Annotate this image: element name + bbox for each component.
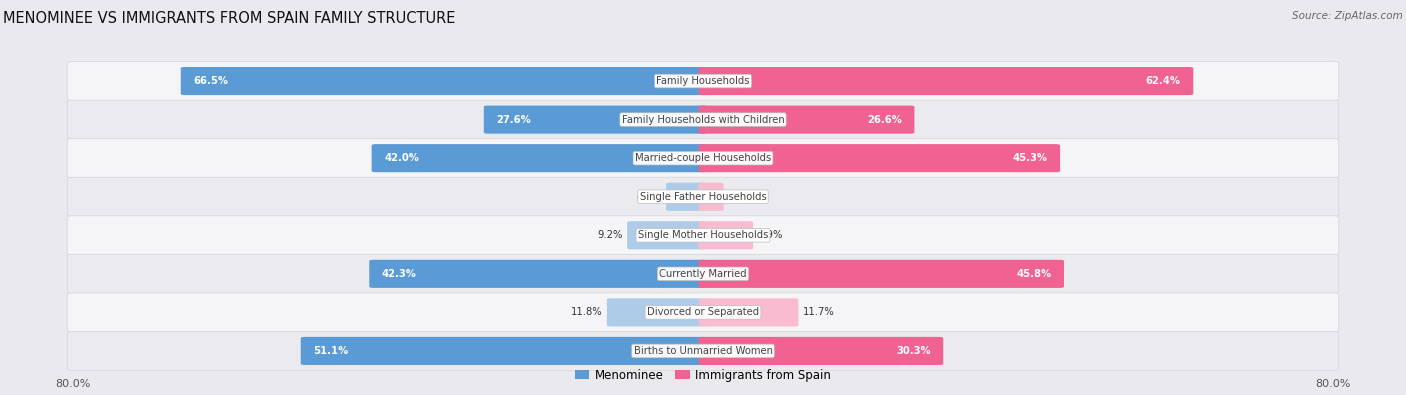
FancyBboxPatch shape	[370, 260, 707, 288]
Text: Family Households with Children: Family Households with Children	[621, 115, 785, 124]
FancyBboxPatch shape	[371, 144, 707, 172]
Text: 45.3%: 45.3%	[1012, 153, 1047, 163]
FancyBboxPatch shape	[67, 177, 1339, 216]
Text: 11.7%: 11.7%	[803, 307, 834, 318]
Text: Divorced or Separated: Divorced or Separated	[647, 307, 759, 318]
FancyBboxPatch shape	[301, 337, 707, 365]
Text: 45.8%: 45.8%	[1017, 269, 1052, 279]
FancyBboxPatch shape	[699, 298, 799, 326]
FancyBboxPatch shape	[699, 260, 1064, 288]
Text: 4.2%: 4.2%	[637, 192, 662, 202]
FancyBboxPatch shape	[699, 67, 1194, 95]
FancyBboxPatch shape	[699, 144, 1060, 172]
Text: Married-couple Households: Married-couple Households	[636, 153, 770, 163]
Text: 42.3%: 42.3%	[382, 269, 416, 279]
Text: 11.8%: 11.8%	[571, 307, 603, 318]
Text: 80.0%: 80.0%	[55, 380, 90, 389]
Text: Single Mother Households: Single Mother Households	[638, 230, 768, 240]
Text: Family Households: Family Households	[657, 76, 749, 86]
FancyBboxPatch shape	[181, 67, 707, 95]
FancyBboxPatch shape	[484, 105, 707, 134]
Text: MENOMINEE VS IMMIGRANTS FROM SPAIN FAMILY STRUCTURE: MENOMINEE VS IMMIGRANTS FROM SPAIN FAMIL…	[3, 11, 456, 26]
Text: 2.1%: 2.1%	[728, 192, 754, 202]
Legend: Menominee, Immigrants from Spain: Menominee, Immigrants from Spain	[569, 364, 837, 386]
Text: 9.2%: 9.2%	[598, 230, 623, 240]
FancyBboxPatch shape	[666, 182, 707, 211]
Text: Births to Unmarried Women: Births to Unmarried Women	[634, 346, 772, 356]
FancyBboxPatch shape	[67, 216, 1339, 255]
FancyBboxPatch shape	[607, 298, 707, 326]
FancyBboxPatch shape	[67, 62, 1339, 101]
FancyBboxPatch shape	[67, 331, 1339, 371]
Text: Source: ZipAtlas.com: Source: ZipAtlas.com	[1292, 11, 1403, 21]
FancyBboxPatch shape	[67, 100, 1339, 139]
Text: Currently Married: Currently Married	[659, 269, 747, 279]
FancyBboxPatch shape	[67, 139, 1339, 178]
FancyBboxPatch shape	[67, 293, 1339, 332]
FancyBboxPatch shape	[699, 337, 943, 365]
FancyBboxPatch shape	[699, 182, 724, 211]
FancyBboxPatch shape	[627, 221, 707, 249]
Text: 62.4%: 62.4%	[1146, 76, 1181, 86]
FancyBboxPatch shape	[67, 254, 1339, 293]
Text: 26.6%: 26.6%	[868, 115, 901, 124]
FancyBboxPatch shape	[699, 105, 914, 134]
Text: Single Father Households: Single Father Households	[640, 192, 766, 202]
Text: 27.6%: 27.6%	[496, 115, 531, 124]
Text: 42.0%: 42.0%	[384, 153, 419, 163]
Text: 80.0%: 80.0%	[1316, 380, 1351, 389]
Text: 5.9%: 5.9%	[758, 230, 783, 240]
Text: 66.5%: 66.5%	[194, 76, 228, 86]
Text: 30.3%: 30.3%	[896, 346, 931, 356]
Text: 51.1%: 51.1%	[314, 346, 349, 356]
FancyBboxPatch shape	[699, 221, 754, 249]
